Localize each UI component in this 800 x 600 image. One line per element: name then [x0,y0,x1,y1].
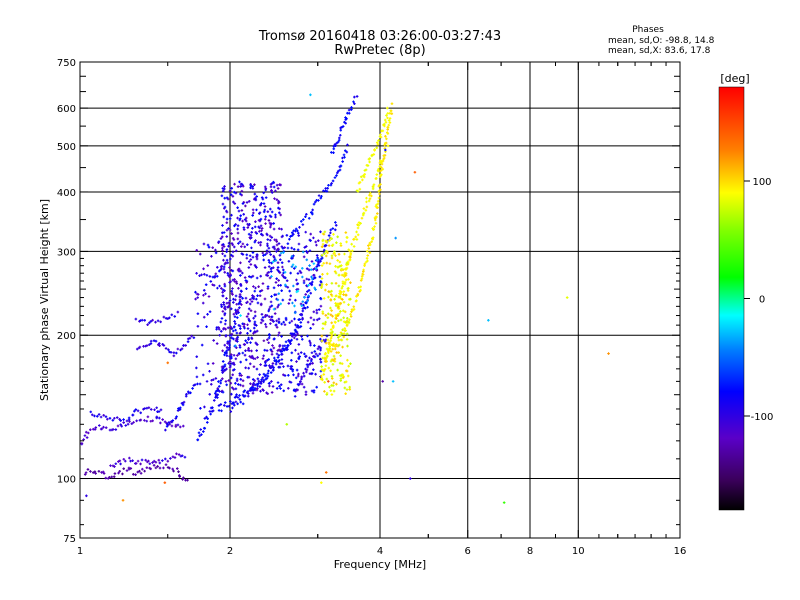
colorbar-tick-label: -100 [751,412,774,423]
colorbar-title: [deg] [720,72,749,85]
x-tick-label: 2 [227,546,233,557]
x-tick-label: 1 [77,546,83,557]
x-tick-label: 8 [527,546,533,557]
x-tick-label: 6 [465,546,471,557]
colorbar-tick-label: 0 [759,295,765,306]
x-tick-label: 4 [377,546,383,557]
y-tick-label: 750 [57,58,76,69]
y-tick-label: 600 [57,104,76,115]
phase-stats-heading: Phases [632,25,664,35]
colorbar-gradient [719,87,744,510]
x-tick-label: 16 [674,546,687,557]
y-tick-label: 75 [63,534,76,545]
x-axis-label: Frequency [MHz] [334,558,426,571]
plot-area: 1 2 4 6 8 10 16 75 100 200 300 400 500 600 750 [57,58,686,557]
chart-subtitle: RwPretec (8p) [334,43,425,58]
phase-stats-x: mean, sd,X: 83.6, 17.8 [608,46,711,56]
y-tick-label: 100 [57,475,76,486]
x-tick-label: 10 [572,546,585,557]
colorbar-ticks: 100 0 -100 [744,177,773,423]
chart-title: Tromsø 20160418 03:26:00-03:27:43 [258,29,501,44]
y-tick-label: 200 [57,331,76,342]
y-axis-label: Stationary phase Virtual Height [km] [38,199,51,401]
colorbar-tick-label: 100 [752,177,771,188]
y-tick-label: 500 [57,142,76,153]
colorbar: [deg] 100 0 -100 [719,72,773,510]
y-tick-label: 400 [57,188,76,199]
phase-stats-o: mean, sd,O: -98.8, 14.8 [608,36,715,46]
y-tick-label: 300 [57,247,76,258]
